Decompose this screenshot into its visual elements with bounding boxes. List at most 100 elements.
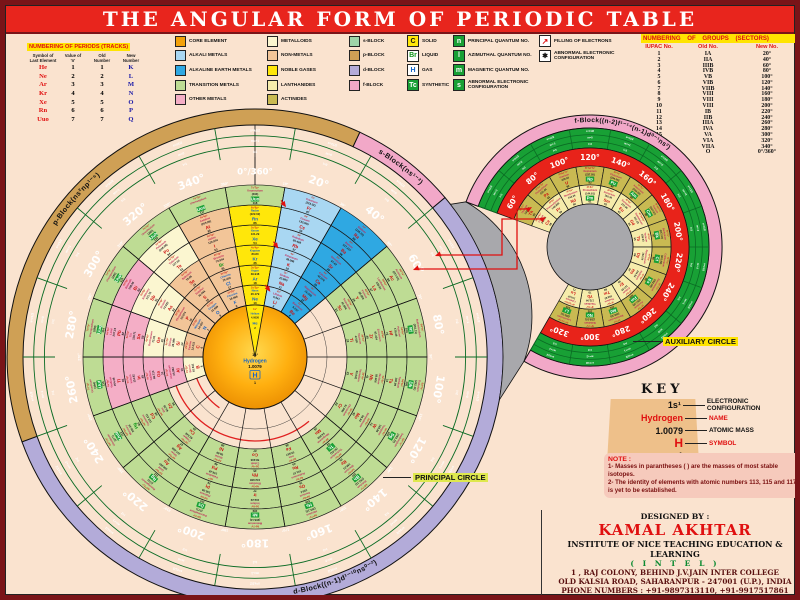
- caption-leader-line: [633, 341, 661, 342]
- legend-item: H GAS: [407, 63, 451, 78]
- groups-row: 8 VIII 160°: [657, 91, 773, 98]
- svg-text:s=±1/2: s=±1/2: [172, 141, 183, 148]
- svg-text:83.80: 83.80: [252, 252, 259, 256]
- note-lines: 1- Masses in parantheses ( ) are the mas…: [608, 463, 795, 495]
- svg-text:Np: Np: [587, 176, 593, 181]
- svg-text:l=2: l=2: [322, 547, 328, 552]
- svg-text:6.941: 6.941: [273, 295, 281, 301]
- svg-text:3s²3p⁵: 3s²3p⁵: [220, 269, 230, 276]
- quantum-number-icon: n: [453, 35, 465, 48]
- svg-text:230°: 230°: [116, 465, 124, 474]
- svg-text:10: 10: [253, 301, 257, 305]
- svg-text:Rutherfordium: Rutherfordium: [415, 319, 422, 339]
- svg-text:118.71: 118.71: [131, 331, 136, 340]
- legend-item: f-BLOCK: [349, 78, 405, 93]
- legend-item: p-BLOCK: [349, 49, 405, 64]
- svg-text:Os: Os: [298, 483, 306, 490]
- svg-text:40: 40: [365, 335, 370, 339]
- svg-text:64: 64: [627, 222, 632, 227]
- svg-text:39: 39: [351, 298, 356, 303]
- svg-text:Pb: Pb: [116, 330, 122, 337]
- svg-text:Tl: Tl: [116, 379, 122, 384]
- svg-text:Boron: Boron: [187, 364, 192, 373]
- svg-text:s=±1/2: s=±1/2: [545, 353, 554, 360]
- svg-text:2s²2p¹: 2s²2p¹: [184, 365, 189, 373]
- svg-text:132.905: 132.905: [298, 219, 309, 226]
- svg-text:10°: 10°: [282, 182, 289, 187]
- svg-text:183.85: 183.85: [375, 424, 383, 434]
- svg-text:4f¹⁴5d¹6s²: 4f¹⁴5d¹6s²: [563, 300, 575, 308]
- periods-panel-title: NUMBERING OF PERIODS (TRACKS): [27, 43, 131, 51]
- svg-text:m=+1: m=+1: [64, 244, 72, 253]
- principal-circle-caption: PRINCIPAL CIRCLE: [383, 473, 488, 482]
- svg-text:3d¹⁰4s¹: 3d¹⁰4s¹: [180, 437, 189, 446]
- svg-text:6d²7s²: 6d²7s²: [419, 323, 424, 331]
- svg-text:5f¹²7s²: 5f¹²7s²: [637, 304, 645, 312]
- svg-text:28.086: 28.086: [171, 338, 177, 348]
- synthetic-symbol-box: [96, 324, 103, 335]
- svg-text:7s²7p³: 7s²7p³: [104, 268, 111, 277]
- svg-text:(208.98): (208.98): [158, 243, 169, 253]
- svg-text:69: 69: [603, 287, 608, 292]
- svg-text:Bohrium: Bohrium: [356, 479, 368, 490]
- svg-text:(252.08): (252.08): [649, 278, 657, 288]
- svg-text:l=3: l=3: [676, 296, 682, 302]
- svg-text:12.011: 12.011: [190, 341, 195, 350]
- svg-text:4d⁴5s¹: 4d⁴5s¹: [380, 375, 385, 384]
- svg-text:s=±1/2: s=±1/2: [327, 566, 338, 573]
- svg-text:Uut: Uut: [96, 380, 102, 389]
- svg-text:Erbium: Erbium: [621, 286, 630, 294]
- svg-text:(271): (271): [195, 507, 203, 513]
- svg-text:Cd: Cd: [149, 412, 156, 420]
- svg-text:Silicon: Silicon: [167, 337, 173, 347]
- svg-text:5d⁷6s²: 5d⁷6s²: [251, 505, 259, 509]
- svg-text:58.69: 58.69: [215, 450, 223, 456]
- svg-text:173.04: 173.04: [586, 299, 594, 303]
- svg-text:l=3: l=3: [521, 165, 527, 171]
- svg-text:117: 117: [199, 209, 205, 214]
- svg-text:Darmstadtium: Darmstadtium: [188, 508, 207, 518]
- periods-row: Ne 2 2 L: [39, 72, 134, 80]
- svg-text:m=-1: m=-1: [465, 315, 470, 323]
- svg-text:29: 29: [192, 426, 197, 431]
- svg-text:4f⁶6s²: 4f⁶6s²: [607, 188, 615, 194]
- svg-text:l=3: l=3: [588, 348, 592, 352]
- key-leader-line: [685, 442, 707, 444]
- synthetic-symbol-box: [250, 512, 260, 518]
- svg-text:Zr: Zr: [368, 334, 374, 340]
- synthetic-symbol-box: [196, 501, 206, 510]
- svg-text:50°: 50°: [386, 241, 393, 248]
- angular-periodic-table-diagram: p-Block(ns²np¹⁻⁶) s-Block(ns¹⁻²) d-Block((…: [5, 5, 795, 595]
- legend-swatch: [267, 35, 278, 47]
- legend-item: ✱ ABNORMAL ELECTRONIC CONFIGURATION: [539, 49, 617, 64]
- svg-text:5f¹¹7s²: 5f¹¹7s²: [655, 282, 662, 290]
- svg-text:7s²: 7s²: [361, 224, 367, 230]
- svg-text:5d³6s²: 5d³6s²: [400, 379, 405, 387]
- svg-text:35.453: 35.453: [222, 276, 232, 283]
- svg-text:Hydrogen: Hydrogen: [243, 359, 266, 365]
- svg-text:Al: Al: [175, 368, 181, 373]
- svg-text:6d⁶7s²: 6d⁶7s²: [308, 513, 317, 520]
- svg-text:Fe: Fe: [285, 446, 292, 453]
- legend-item: ↗ FILLING OF ELECTRONS: [539, 34, 617, 49]
- svg-text:53: 53: [214, 247, 219, 252]
- svg-text:7s²7p¹: 7s²7p¹: [85, 382, 90, 390]
- svg-text:Th: Th: [527, 209, 534, 216]
- svg-text:Lawrencium: Lawrencium: [556, 314, 571, 322]
- svg-text:7s¹: 7s¹: [311, 195, 316, 200]
- legend-item: ALKALI METALS: [175, 49, 265, 64]
- svg-text:s=±1/2: s=±1/2: [396, 179, 406, 189]
- svg-text:190.2: 190.2: [299, 488, 307, 494]
- svg-text:Nd: Nd: [570, 197, 577, 204]
- legend-item: NON-METALS: [267, 49, 347, 64]
- svg-text:m=-1: m=-1: [549, 141, 557, 147]
- svg-text:s=±1/2: s=±1/2: [475, 312, 481, 323]
- svg-text:42: 42: [351, 412, 356, 417]
- svg-text:l=2: l=2: [253, 560, 258, 564]
- svg-text:30°: 30°: [339, 202, 346, 208]
- svg-text:85: 85: [207, 228, 212, 233]
- svg-text:50: 50: [140, 335, 145, 339]
- svg-text:Sc: Sc: [336, 304, 343, 312]
- svg-text:208.98: 208.98: [127, 280, 135, 290]
